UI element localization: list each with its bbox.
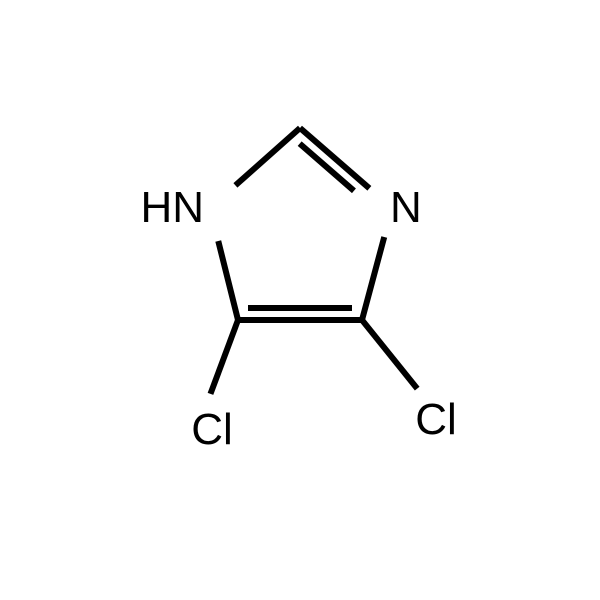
molecule-canvas: HN N Cl Cl — [0, 0, 600, 600]
bond — [210, 320, 238, 394]
atom-label-n1: HN — [140, 183, 204, 232]
bond — [362, 320, 417, 389]
atom-label-cl5: Cl — [191, 405, 233, 454]
bond — [235, 128, 300, 185]
bond — [362, 237, 384, 320]
bond — [218, 241, 238, 320]
atom-label-cl4: Cl — [415, 395, 457, 444]
atom-label-n3: N — [390, 183, 422, 232]
bond — [300, 128, 369, 188]
